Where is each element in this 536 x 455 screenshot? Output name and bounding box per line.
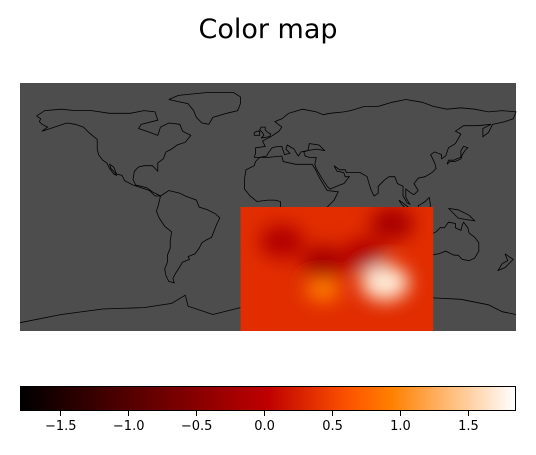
colorbar (20, 386, 516, 411)
data-overlay (240, 207, 434, 331)
coldspot-0 (259, 224, 304, 259)
coastline-ireland (253, 130, 261, 136)
colorbar-tick-mark (128, 411, 130, 416)
colorbar-tick-label: −0.5 (180, 419, 213, 434)
colorbar-tick-mark (467, 411, 469, 416)
coastline-eurasia (253, 99, 517, 206)
colorbar-tick-label: −1.0 (112, 419, 145, 434)
coldspot-3 (370, 207, 414, 241)
hotspot-1 (361, 264, 410, 301)
colorbar-tick-mark (60, 411, 62, 416)
coastline-north-america (36, 108, 192, 197)
coldspot-1 (301, 245, 346, 280)
colorbar-tick-mark (264, 411, 266, 416)
coastline-australia (424, 221, 480, 262)
colorbar-tick-label: −1.5 (44, 419, 77, 434)
colorbar-tick-label: 0.0 (254, 419, 275, 434)
colorbar-tick-label: 1.0 (390, 419, 411, 434)
colorbar-tick-mark (332, 411, 334, 416)
coastline-britain (259, 126, 272, 139)
colorbar-tick-mark (399, 411, 401, 416)
coastline-south-america (155, 190, 221, 284)
coldspot-2 (342, 238, 387, 273)
coastline-japan (446, 145, 469, 165)
colorbar-tick-label: 1.5 (458, 419, 479, 434)
coastline-greenland (168, 92, 241, 125)
coastline-new-zealand (497, 253, 514, 272)
chart-title: Color map (198, 14, 338, 45)
colorbar-gradient (21, 387, 515, 410)
colorbar-tick-label: 0.5 (322, 419, 343, 434)
hotspot-0 (305, 277, 342, 302)
coastline-new-guinea (448, 208, 476, 222)
colorbar-tick-mark (196, 411, 198, 416)
